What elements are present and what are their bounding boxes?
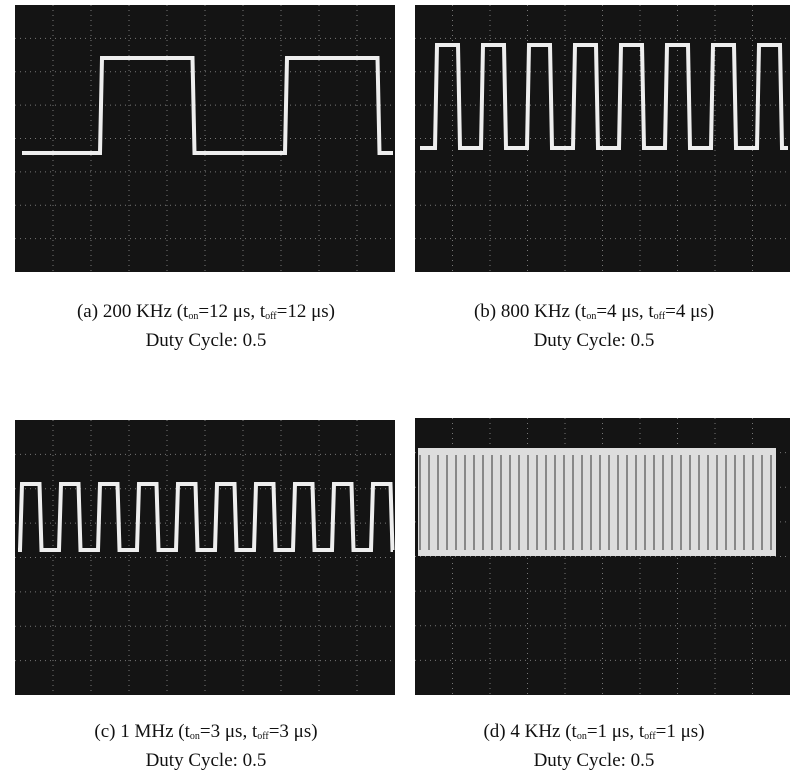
subscript: on (586, 311, 596, 322)
caption-text: =1 μs) (656, 721, 705, 742)
caption-text: =4 μs, t (596, 301, 653, 322)
subscript: off (265, 311, 276, 322)
caption: (a) 200 KHz (ton=12 μs, toff=12 μs)Duty … (8, 300, 404, 353)
caption-line: (a) 200 KHz (ton=12 μs, toff=12 μs) (8, 300, 404, 329)
caption-text: (a) 200 KHz (t (77, 301, 188, 322)
subscript: on (577, 731, 587, 742)
caption-line: (c) 1 MHz (ton=3 μs, toff=3 μs) (8, 720, 404, 749)
oscilloscope-images (0, 0, 792, 772)
caption-text: (c) 1 MHz (t (94, 721, 190, 742)
subscript: off (257, 731, 268, 742)
caption-duty: Duty Cycle: 0.5 (8, 329, 404, 353)
caption: (d) 4 KHz (ton=1 μs, toff=1 μs)Duty Cycl… (396, 720, 792, 772)
caption-text: =4 μs) (665, 301, 714, 322)
caption: (c) 1 MHz (ton=3 μs, toff=3 μs)Duty Cycl… (8, 720, 404, 772)
waveform-band (418, 448, 776, 556)
caption: (b) 800 KHz (ton=4 μs, toff=4 μs)Duty Cy… (396, 300, 792, 353)
caption-text: =12 μs) (277, 301, 335, 322)
caption-text: =1 μs, t (587, 721, 644, 742)
caption-text: (b) 800 KHz (t (474, 301, 586, 322)
caption-line: (d) 4 KHz (ton=1 μs, toff=1 μs) (396, 720, 792, 749)
caption-duty: Duty Cycle: 0.5 (396, 749, 792, 772)
subscript: off (654, 311, 665, 322)
caption-text: =3 μs) (269, 721, 318, 742)
caption-text: =12 μs, t (198, 301, 265, 322)
caption-text: =3 μs, t (200, 721, 257, 742)
caption-line: (b) 800 KHz (ton=4 μs, toff=4 μs) (396, 300, 792, 329)
subscript: off (644, 731, 655, 742)
caption-text: (d) 4 KHz (t (483, 721, 576, 742)
subscript: on (190, 731, 200, 742)
caption-duty: Duty Cycle: 0.5 (8, 749, 404, 772)
caption-duty: Duty Cycle: 0.5 (396, 329, 792, 353)
subscript: on (188, 311, 198, 322)
figure: (a) 200 KHz (ton=12 μs, toff=12 μs)Duty … (0, 0, 792, 772)
